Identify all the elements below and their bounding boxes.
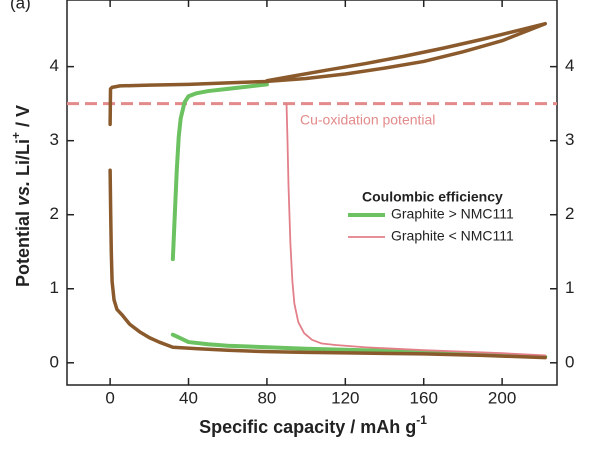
legend-label: Graphite < NMC111: [391, 228, 514, 244]
x-label-text: Specific capacity / mAh g: [199, 417, 416, 437]
x-tick-label: 40: [179, 388, 198, 407]
y-tick-label: 1: [50, 278, 59, 297]
series-line: [170, 82, 548, 359]
x-tick-label: 200: [488, 388, 516, 407]
y-tick-label: 2: [50, 204, 59, 223]
series-line: [108, 21, 547, 360]
y-label-sup: +: [9, 132, 23, 139]
series-line: [285, 102, 547, 357]
legend-label: Graphite > NMC111: [391, 206, 514, 222]
y-tick-label-right: 1: [565, 278, 574, 297]
legend-title: Coulombic efficiency: [362, 189, 503, 205]
y-tick-label-right: 3: [565, 130, 574, 149]
y-tick-label-right: 2: [565, 204, 574, 223]
y-tick-label-right: 4: [565, 56, 574, 75]
y-tick-label: 4: [50, 56, 59, 75]
y-label-text: / V: [13, 105, 33, 132]
y-label-text: Potential: [13, 206, 33, 287]
y-label-italic: vs.: [13, 181, 33, 206]
x-tick-label: 80: [257, 388, 276, 407]
x-tick-label: 120: [331, 388, 359, 407]
x-tick-label: 160: [410, 388, 438, 407]
x-axis-label: Specific capacity / mAh g-1: [199, 413, 427, 437]
y-tick-label: 3: [50, 130, 59, 149]
y-axis-label: Potential vs. Li/Li+ / V: [9, 105, 33, 287]
x-tick-label: 0: [105, 388, 114, 407]
y-label-text: Li/Li: [13, 139, 33, 181]
y-tick-label-right: 0: [565, 352, 574, 371]
panel-label: (a): [10, 0, 31, 12]
reference-label: Cu-oxidation potential: [300, 111, 435, 127]
plot-frame: [66, 0, 558, 386]
y-tick-label: 0: [50, 352, 59, 371]
x-label-sup: -1: [416, 413, 427, 427]
